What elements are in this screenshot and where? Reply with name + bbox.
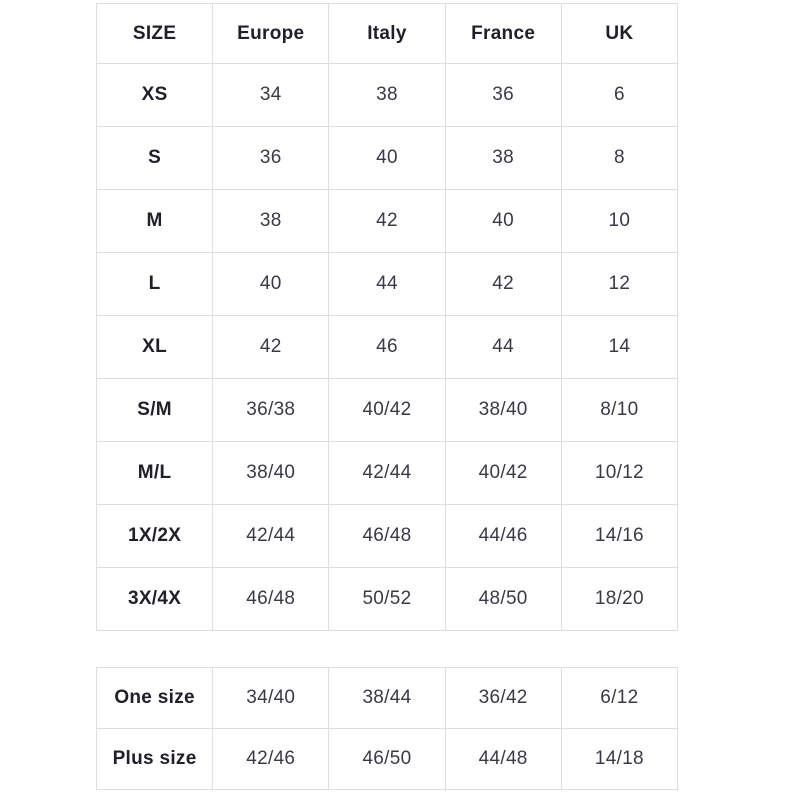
size-label: M: [95, 189, 214, 253]
italy-value: 46: [328, 315, 446, 379]
table-row-l: L 40 44 42 12: [95, 252, 679, 316]
size-label: S/M: [95, 378, 214, 442]
italy-value: 44: [328, 252, 446, 316]
europe-value: 34/40: [212, 667, 330, 729]
uk-value: 10: [560, 189, 679, 253]
italy-value: 50/52: [328, 567, 446, 631]
table-row-m: M 38 42 40 10: [95, 189, 679, 253]
france-value: 38: [444, 126, 562, 190]
europe-value: 46/48: [212, 567, 330, 631]
table-row-s: S 36 40 38 8: [95, 126, 679, 190]
france-value: 44: [444, 315, 562, 379]
europe-value: 42/46: [212, 728, 330, 790]
column-header-size: SIZE: [95, 3, 214, 64]
france-value: 48/50: [444, 567, 562, 631]
uk-value: 10/12: [560, 441, 679, 505]
france-value: 36: [444, 63, 562, 127]
uk-value: 14/16: [560, 504, 679, 568]
europe-value: 40: [212, 252, 330, 316]
europe-value: 38: [212, 189, 330, 253]
size-label: XS: [95, 63, 214, 127]
france-value: 42: [444, 252, 562, 316]
size-label: L: [95, 252, 214, 316]
france-value: 36/42: [444, 667, 562, 729]
uk-value: 18/20: [560, 567, 679, 631]
size-table-header-row: SIZE Europe Italy France UK: [95, 3, 679, 64]
europe-value: 36/38: [212, 378, 330, 442]
europe-value: 38/40: [212, 441, 330, 505]
column-header-italy: Italy: [328, 3, 446, 64]
size-label: 1X/2X: [95, 504, 214, 568]
uk-value: 14: [560, 315, 679, 379]
europe-value: 36: [212, 126, 330, 190]
table-row-3x-4x: 3X/4X 46/48 50/52 48/50 18/20: [95, 567, 679, 631]
france-value: 38/40: [444, 378, 562, 442]
italy-value: 42: [328, 189, 446, 253]
size-label: S: [95, 126, 214, 190]
uk-value: 6/12: [560, 667, 679, 729]
uk-value: 6: [560, 63, 679, 127]
italy-value: 46/50: [328, 728, 446, 790]
france-value: 44/48: [444, 728, 562, 790]
table-row-xl: XL 42 46 44 14: [95, 315, 679, 379]
italy-value: 40/42: [328, 378, 446, 442]
uk-value: 8/10: [560, 378, 679, 442]
italy-value: 42/44: [328, 441, 446, 505]
table-row-m-l: M/L 38/40 42/44 40/42 10/12: [95, 441, 679, 505]
size-label: One size: [95, 667, 214, 729]
column-header-uk: UK: [560, 3, 679, 64]
europe-value: 42: [212, 315, 330, 379]
table-row-xs: XS 34 38 36 6: [95, 63, 679, 127]
uk-value: 12: [560, 252, 679, 316]
uk-value: 14/18: [560, 728, 679, 790]
column-header-europe: Europe: [212, 3, 330, 64]
size-label: 3X/4X: [95, 567, 214, 631]
europe-value: 42/44: [212, 504, 330, 568]
italy-value: 38: [328, 63, 446, 127]
italy-value: 38/44: [328, 667, 446, 729]
uk-value: 8: [560, 126, 679, 190]
france-value: 40/42: [444, 441, 562, 505]
column-header-france: France: [444, 3, 562, 64]
italy-value: 46/48: [328, 504, 446, 568]
france-value: 44/46: [444, 504, 562, 568]
table-row-1x-2x: 1X/2X 42/44 46/48 44/46 14/16: [95, 504, 679, 568]
size-label: XL: [95, 315, 214, 379]
size-conversion-table: SIZE Europe Italy France UK XS 34 38 36 …: [95, 3, 679, 631]
special-sizes-table: One size 34/40 38/44 36/42 6/12 Plus siz…: [95, 667, 679, 790]
table-row-one-size: One size 34/40 38/44 36/42 6/12: [95, 667, 679, 729]
size-label: Plus size: [95, 728, 214, 790]
france-value: 40: [444, 189, 562, 253]
italy-value: 40: [328, 126, 446, 190]
table-row-s-m: S/M 36/38 40/42 38/40 8/10: [95, 378, 679, 442]
europe-value: 34: [212, 63, 330, 127]
size-label: M/L: [95, 441, 214, 505]
table-row-plus-size: Plus size 42/46 46/50 44/48 14/18: [95, 728, 679, 790]
